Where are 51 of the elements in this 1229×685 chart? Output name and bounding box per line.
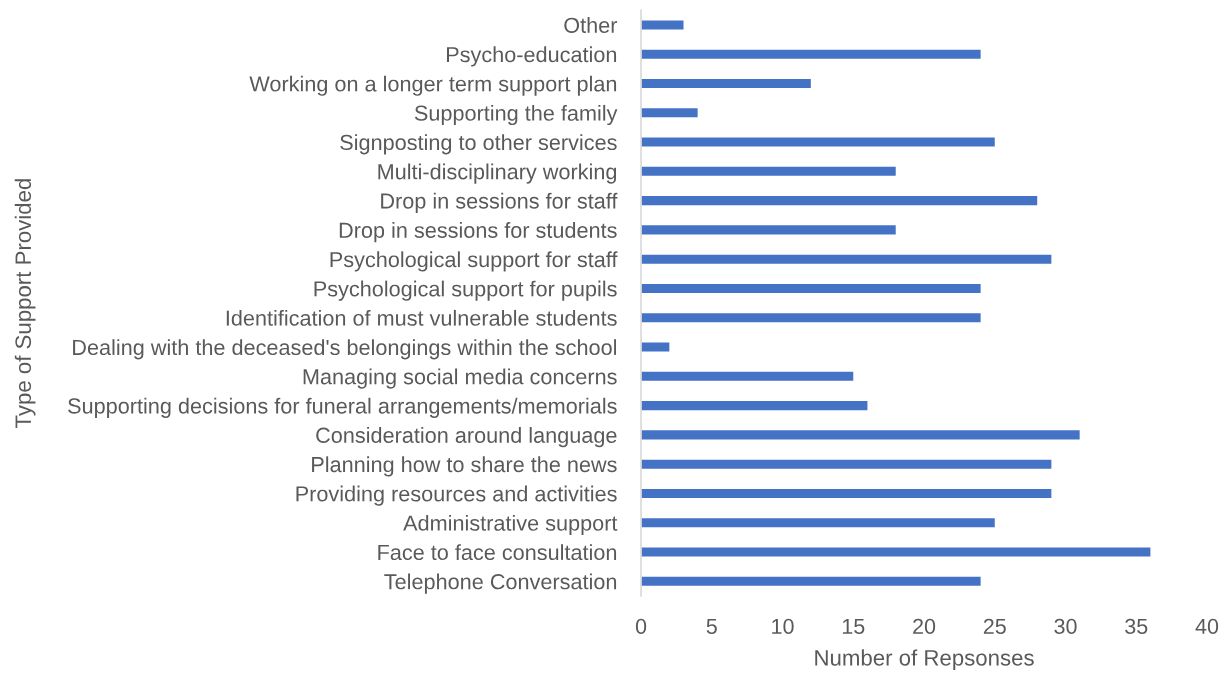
x-tick-label: 25 <box>983 618 1006 634</box>
y-tick-label: Telephone Conversation <box>384 573 617 594</box>
y-tick-label: Identification of must vulnerable students <box>226 309 617 326</box>
x-tick-label: 30 <box>1054 618 1077 634</box>
y-tick-label: Other <box>564 17 618 33</box>
y-tick-label: Planning how to share the news <box>312 456 617 477</box>
bar <box>641 401 868 411</box>
y-tick-label: Drop in sessions for students <box>339 222 617 243</box>
x-tick-label: 15 <box>842 618 865 634</box>
y-tick-label: Dealing with the deceased's belongings within the school <box>73 339 617 360</box>
bar <box>641 108 698 118</box>
bar <box>641 20 684 30</box>
bar <box>641 225 896 235</box>
x-tick-label: 20 <box>913 618 936 634</box>
bar <box>641 547 1151 557</box>
y-tick-label: Drop in sessions for staff <box>381 192 618 213</box>
bar <box>641 137 995 147</box>
y-tick-label: Multi-disciplinary working <box>378 163 617 184</box>
x-tick-label: 10 <box>772 618 794 634</box>
y-tick-label: Supporting decisions for funeral arrangements/memorials <box>68 397 617 418</box>
bar <box>641 576 981 586</box>
x-tick-label: 0 <box>635 618 647 634</box>
bar <box>641 518 995 528</box>
y-tick-label: Working on a longer term support plan <box>249 75 617 96</box>
y-tick-label: Face to face consultation <box>378 544 617 561</box>
y-tick-label: Psycho-education <box>446 46 617 67</box>
y-tick-label: Providing resources and activities <box>296 485 617 506</box>
y-tick-label: Psychological support for pupils <box>314 280 617 301</box>
y-tick-label: Signposting to other services <box>340 134 617 155</box>
bar <box>641 254 1052 264</box>
bar <box>641 196 1038 206</box>
bar <box>641 166 896 176</box>
x-tick-label: 40 <box>1195 618 1219 634</box>
x-axis-title: Number of Repsonses <box>815 649 1034 671</box>
bar <box>641 313 981 323</box>
bar <box>641 78 811 89</box>
x-tick-label: 5 <box>706 618 717 634</box>
y-axis-title: Type of Support Provided <box>14 179 36 428</box>
x-tick-label: 35 <box>1125 618 1148 634</box>
bar <box>641 283 981 294</box>
y-tick-label: Consideration around language <box>316 427 617 448</box>
bar <box>641 430 1080 440</box>
bar <box>641 49 981 59</box>
y-tick-label: Supporting the family <box>414 104 618 126</box>
bar <box>641 459 1052 469</box>
bar <box>641 371 854 381</box>
bar <box>641 488 1052 498</box>
y-tick-label: Managing social media concerns <box>303 368 617 389</box>
bar <box>641 342 670 352</box>
y-tick-label: Administrative support <box>403 514 618 536</box>
y-tick-label: Psychological support for staff <box>330 251 618 272</box>
